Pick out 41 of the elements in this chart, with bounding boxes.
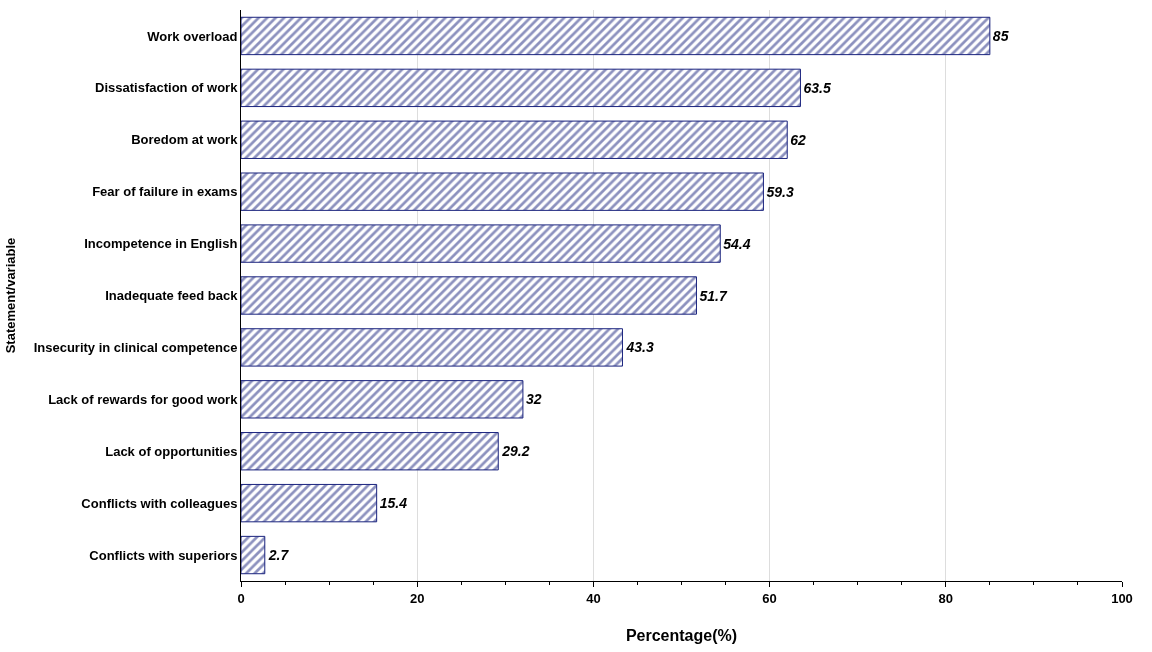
- bar: [241, 120, 788, 159]
- x-tick-label: 60: [762, 590, 777, 606]
- data-label: 51.7: [699, 287, 728, 304]
- data-label: 29.2: [501, 443, 530, 460]
- y-tick-label: Work overload: [147, 28, 238, 44]
- x-axis-title: Percentage(%): [625, 627, 738, 645]
- bar: [241, 535, 266, 575]
- x-tick-label: 0: [237, 590, 245, 606]
- data-label: 32: [525, 391, 542, 408]
- y-tick-label: Conflicts with colleagues: [81, 495, 238, 511]
- y-tick-label: Dissatisfaction of work: [95, 80, 239, 96]
- y-tick-label: Insecurity in clinical competence: [33, 339, 238, 355]
- x-tick-label: 20: [409, 590, 425, 606]
- y-axis-title: Statement/variable: [2, 237, 18, 354]
- bar: [241, 68, 801, 108]
- x-tick-label: 80: [938, 590, 954, 606]
- bar: [241, 276, 697, 315]
- bar: [241, 224, 721, 263]
- data-label: 62: [790, 131, 807, 148]
- data-label: 63.5: [803, 79, 831, 96]
- bar: [241, 432, 499, 471]
- y-tick-label: Conflicts with superiors: [89, 547, 238, 563]
- x-tick-label: 100: [1111, 590, 1133, 606]
- data-label: 2.7: [267, 547, 290, 564]
- y-tick-label: Lack of opportunities: [105, 443, 238, 459]
- y-tick-label: Boredom at work: [131, 132, 239, 148]
- y-tick-label: Inadequate feed back: [105, 288, 239, 304]
- bar: [241, 328, 623, 367]
- bar: [241, 172, 764, 211]
- data-label: 54.4: [723, 235, 751, 252]
- data-label: 15.4: [379, 495, 408, 512]
- y-tick-label: Lack of rewards for good work: [48, 391, 239, 407]
- y-tick-label: Fear of failure in exams: [92, 184, 238, 200]
- data-label: 43.3: [625, 339, 654, 356]
- data-label: 59.3: [766, 183, 794, 200]
- bar: [241, 483, 378, 523]
- bar: [241, 380, 524, 419]
- data-label: 85: [992, 27, 1009, 44]
- y-tick-label: Incompetence in English: [84, 236, 238, 252]
- bar: [241, 16, 991, 56]
- x-tick-label: 40: [586, 590, 601, 606]
